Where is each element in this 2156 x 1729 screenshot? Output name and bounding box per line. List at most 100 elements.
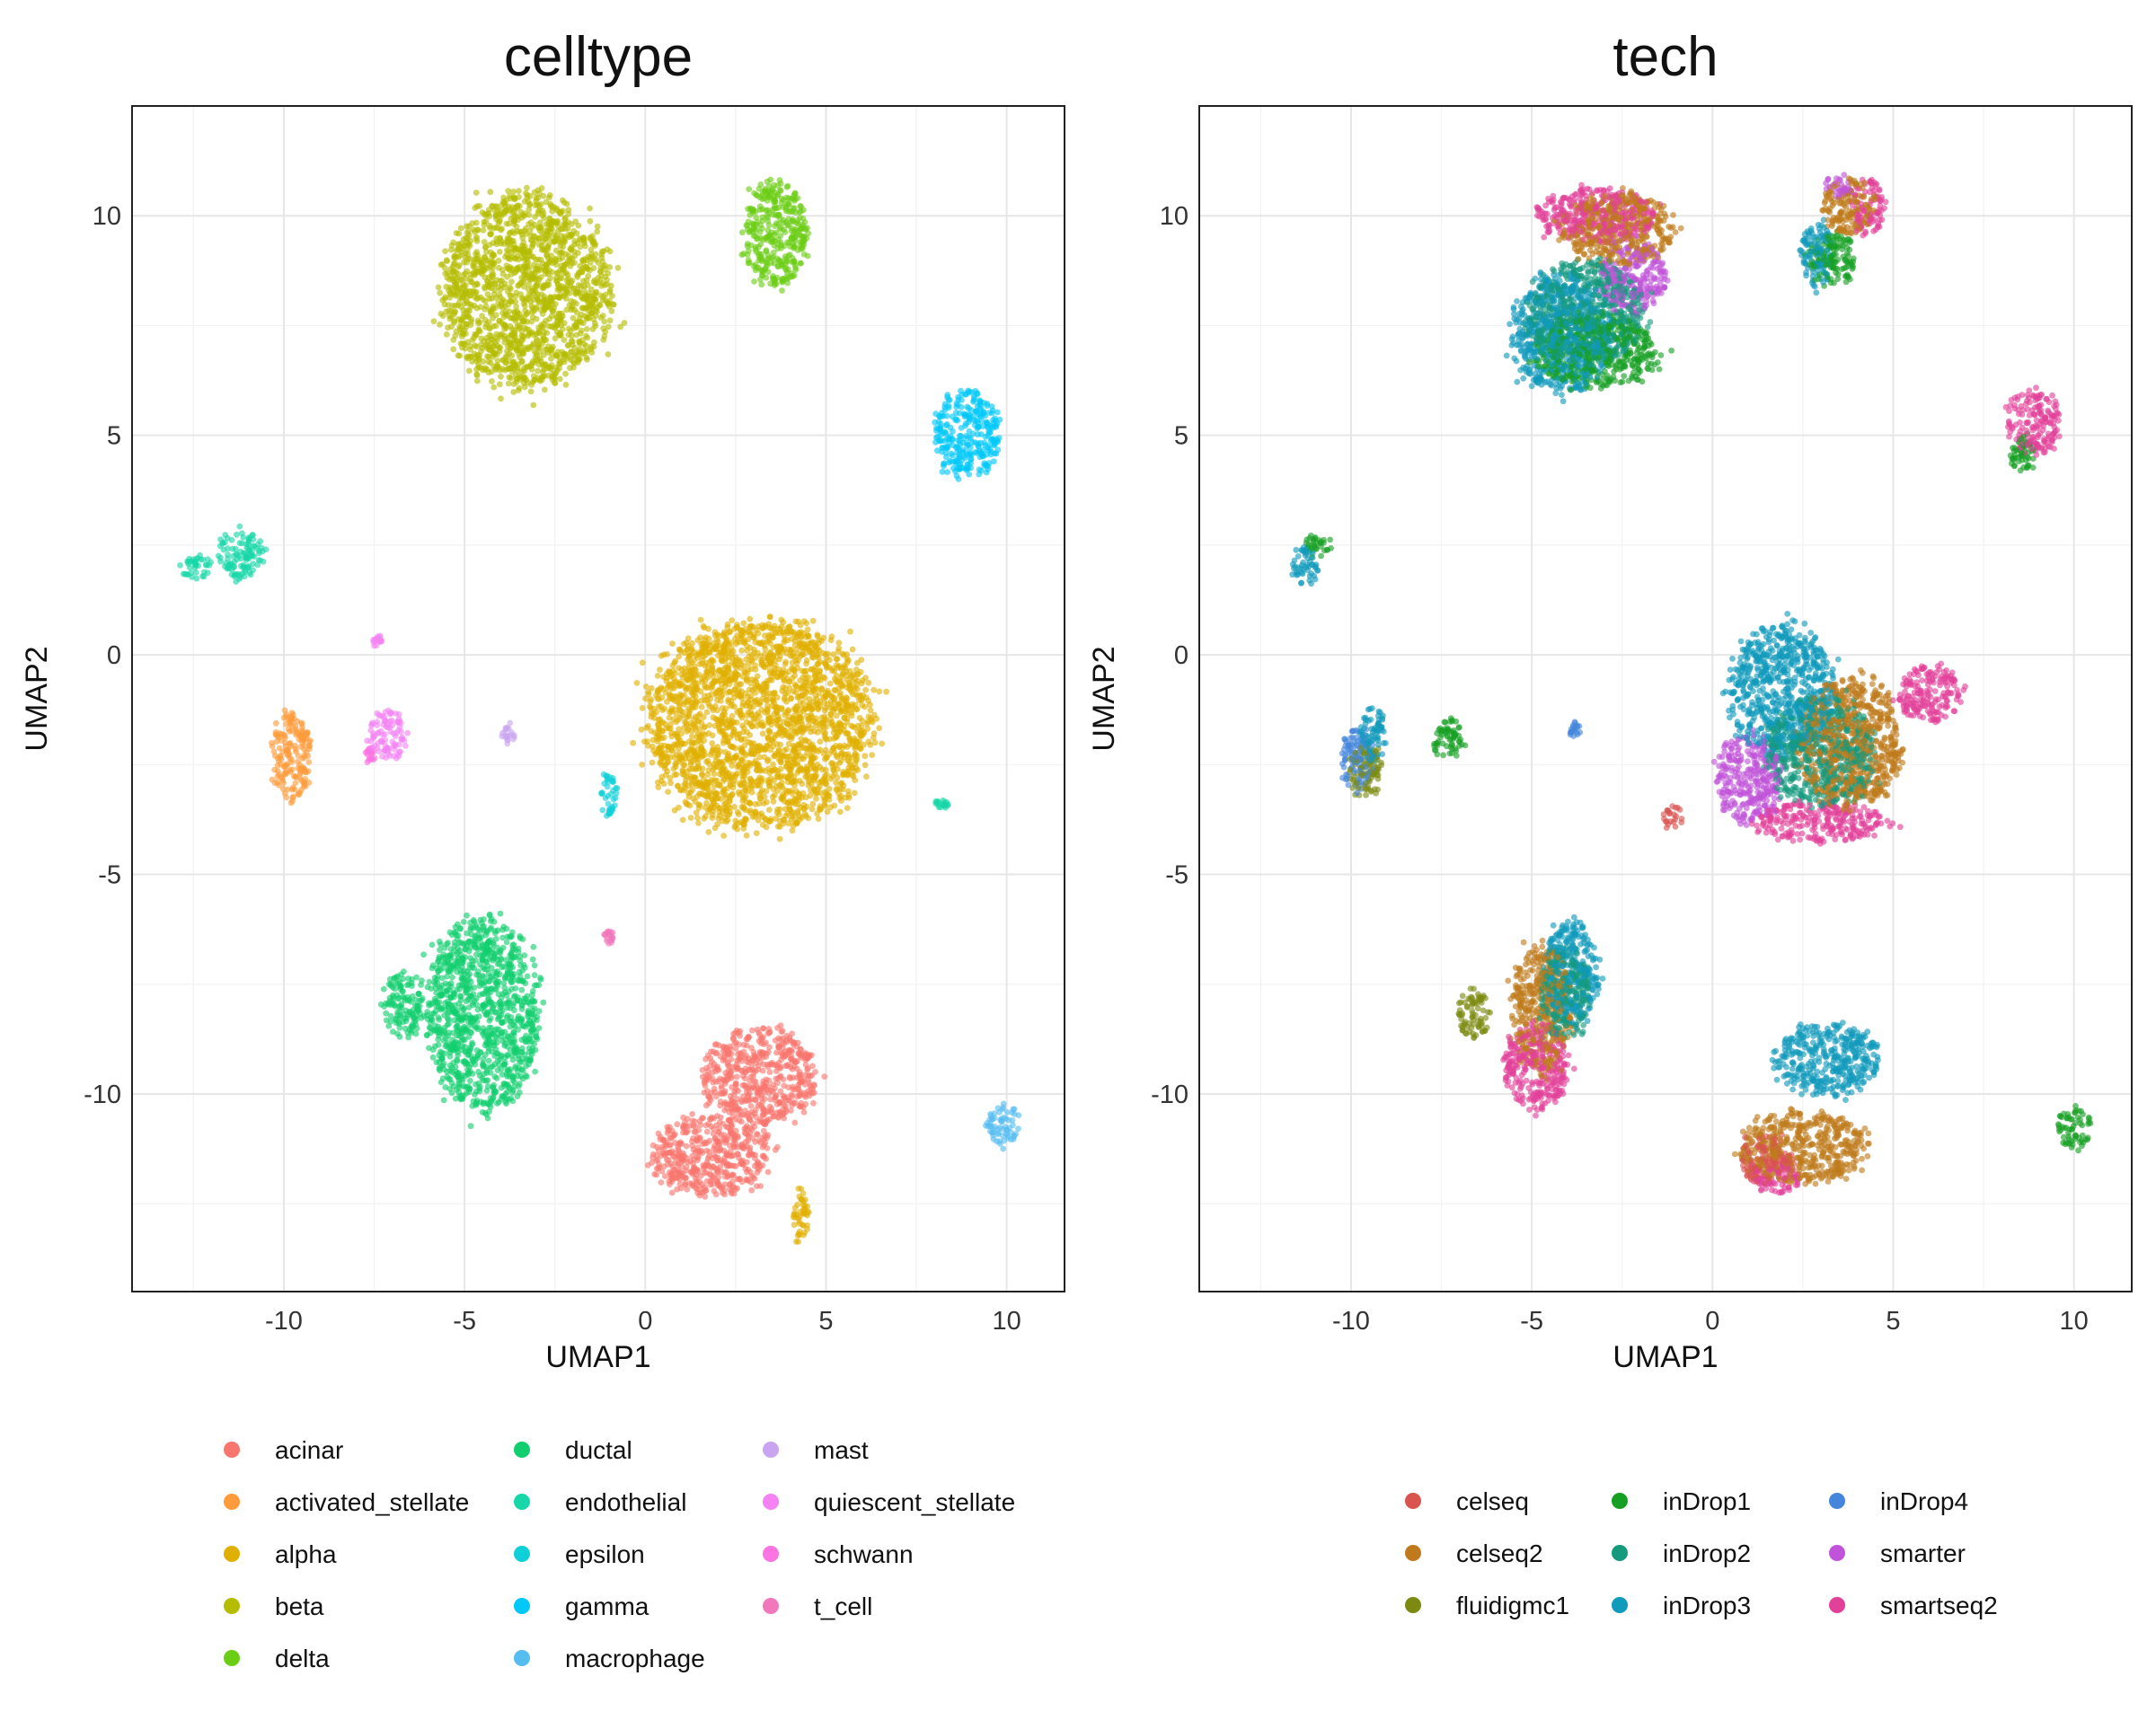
point-ductal bbox=[446, 1020, 452, 1027]
point-delta bbox=[770, 237, 776, 243]
point-alpha bbox=[850, 724, 856, 730]
point-gamma bbox=[975, 431, 981, 437]
point-beta bbox=[450, 337, 456, 343]
point-acinar bbox=[674, 1121, 680, 1127]
point-alpha bbox=[827, 681, 834, 687]
point-beta bbox=[535, 201, 541, 207]
point-alpha bbox=[799, 781, 805, 787]
point-beta bbox=[581, 283, 588, 289]
point-alpha bbox=[764, 799, 770, 806]
point-alpha bbox=[676, 647, 683, 653]
point-acinar bbox=[669, 1190, 676, 1196]
point-alpha bbox=[862, 687, 869, 693]
point-alpha bbox=[826, 690, 832, 696]
point-beta bbox=[481, 227, 487, 234]
point-alpha bbox=[658, 653, 665, 659]
point-beta bbox=[494, 338, 500, 344]
point-activated_stellate bbox=[305, 759, 312, 765]
point-alpha bbox=[782, 661, 789, 667]
point-acinar bbox=[697, 1118, 703, 1125]
point-ductal bbox=[532, 963, 538, 969]
point-mast bbox=[507, 720, 513, 727]
point-beta bbox=[541, 193, 547, 199]
point-alpha bbox=[794, 1202, 800, 1208]
point-beta bbox=[576, 339, 582, 345]
point-ductal bbox=[494, 1075, 500, 1081]
point-ductal bbox=[468, 1123, 474, 1129]
point-beta bbox=[474, 378, 481, 384]
point-alpha bbox=[709, 740, 715, 746]
point-delta bbox=[779, 287, 785, 294]
point-beta bbox=[473, 289, 480, 296]
point-alpha bbox=[817, 738, 824, 745]
point-activated_stellate bbox=[270, 744, 276, 750]
point-alpha bbox=[667, 780, 674, 786]
points bbox=[177, 177, 1021, 1245]
point-beta bbox=[508, 352, 515, 358]
point-alpha bbox=[857, 693, 863, 700]
point-ductal bbox=[485, 1116, 491, 1122]
point-acinar bbox=[722, 1155, 729, 1161]
point-alpha bbox=[805, 816, 811, 822]
point-alpha bbox=[704, 710, 711, 716]
point-quiescent_stellate bbox=[396, 741, 402, 747]
point-beta bbox=[497, 381, 503, 387]
point-alpha bbox=[702, 684, 709, 691]
point-ductal bbox=[444, 941, 450, 948]
point-endothelial bbox=[248, 572, 254, 578]
point-endothelial bbox=[217, 559, 224, 565]
point-alpha bbox=[776, 657, 782, 663]
point-acinar bbox=[728, 1148, 734, 1154]
point-alpha bbox=[803, 621, 809, 627]
point-beta bbox=[477, 320, 483, 326]
point-alpha bbox=[835, 640, 842, 646]
point-gamma bbox=[959, 425, 965, 431]
point-acinar bbox=[771, 1114, 777, 1120]
point-ductal bbox=[509, 930, 516, 936]
point-beta bbox=[466, 368, 473, 375]
point-alpha bbox=[862, 753, 868, 759]
point-beta bbox=[583, 355, 589, 361]
point-alpha bbox=[803, 661, 809, 667]
point-ductal bbox=[497, 999, 503, 1005]
point-alpha bbox=[676, 665, 682, 671]
point-ductal bbox=[475, 1069, 482, 1075]
point-activated_stellate bbox=[276, 782, 282, 789]
point-beta bbox=[458, 225, 464, 232]
point-alpha bbox=[639, 762, 645, 768]
point-alpha bbox=[747, 616, 753, 622]
point-ductal bbox=[525, 974, 531, 980]
point-beta bbox=[506, 375, 512, 381]
point-ductal bbox=[475, 1007, 482, 1013]
point-acinar bbox=[773, 1076, 779, 1082]
point-ductal bbox=[530, 944, 536, 950]
point-acinar bbox=[757, 1183, 764, 1189]
point-ductal bbox=[399, 1005, 405, 1011]
point-beta bbox=[587, 206, 593, 212]
point-alpha bbox=[731, 804, 738, 810]
point-beta bbox=[535, 368, 541, 375]
point-gamma bbox=[954, 472, 960, 479]
point-beta bbox=[503, 359, 509, 366]
point-alpha bbox=[734, 624, 740, 631]
point-alpha bbox=[876, 725, 882, 731]
point-beta bbox=[563, 382, 570, 388]
point-ductal bbox=[503, 992, 509, 999]
point-beta bbox=[462, 327, 468, 333]
point-acinar bbox=[714, 1050, 720, 1056]
point-acinar bbox=[711, 1188, 717, 1195]
point-ductal bbox=[410, 993, 416, 1000]
point-acinar bbox=[738, 1099, 745, 1106]
point-alpha bbox=[777, 836, 783, 842]
point-gamma bbox=[944, 469, 950, 475]
point-beta bbox=[442, 248, 448, 254]
point-alpha bbox=[657, 666, 663, 673]
point-beta bbox=[449, 303, 455, 309]
point-alpha bbox=[821, 798, 827, 804]
point-alpha bbox=[800, 1190, 807, 1196]
point-acinar bbox=[739, 1082, 746, 1089]
point-ductal bbox=[518, 1059, 525, 1065]
point-alpha bbox=[814, 631, 820, 638]
point-beta bbox=[572, 218, 579, 225]
point-acinar bbox=[755, 1029, 762, 1036]
